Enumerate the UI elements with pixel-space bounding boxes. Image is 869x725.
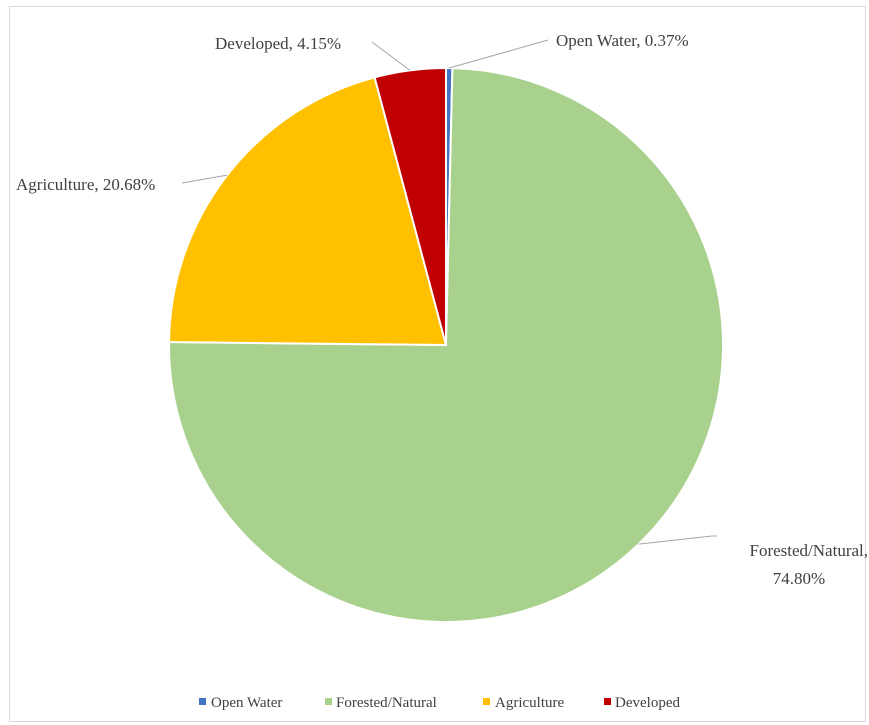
legend-label-agriculture: Agriculture <box>495 695 564 711</box>
legend-label-forested-natural: Forested/Natural <box>336 695 437 711</box>
legend-swatch-developed <box>604 698 611 705</box>
pie-slice-agriculture <box>168 76 448 347</box>
pie-slices <box>168 66 724 623</box>
label-forested-natural-line1: Forested/Natural, <box>750 541 869 560</box>
label-forested-natural-line2: 74.80% <box>773 569 825 588</box>
leader-line-developed <box>371 41 411 71</box>
legend: Open Water Forested/Natural Agriculture … <box>199 695 680 711</box>
legend-swatch-forested-natural <box>325 698 332 705</box>
legend-swatch-agriculture <box>483 698 490 705</box>
leader-line-open-water <box>449 39 549 69</box>
label-agriculture: Agriculture, 20.68% <box>16 175 155 194</box>
leader-line-agriculture <box>181 174 228 184</box>
legend-label-developed: Developed <box>615 695 680 711</box>
leader-lines <box>181 39 717 545</box>
label-open-water: Open Water, 0.37% <box>556 31 689 50</box>
legend-label-open-water: Open Water <box>211 695 282 711</box>
legend-swatch-open-water <box>199 698 206 705</box>
leader-line-forested-natural <box>638 535 717 545</box>
label-developed: Developed, 4.15% <box>215 34 341 53</box>
